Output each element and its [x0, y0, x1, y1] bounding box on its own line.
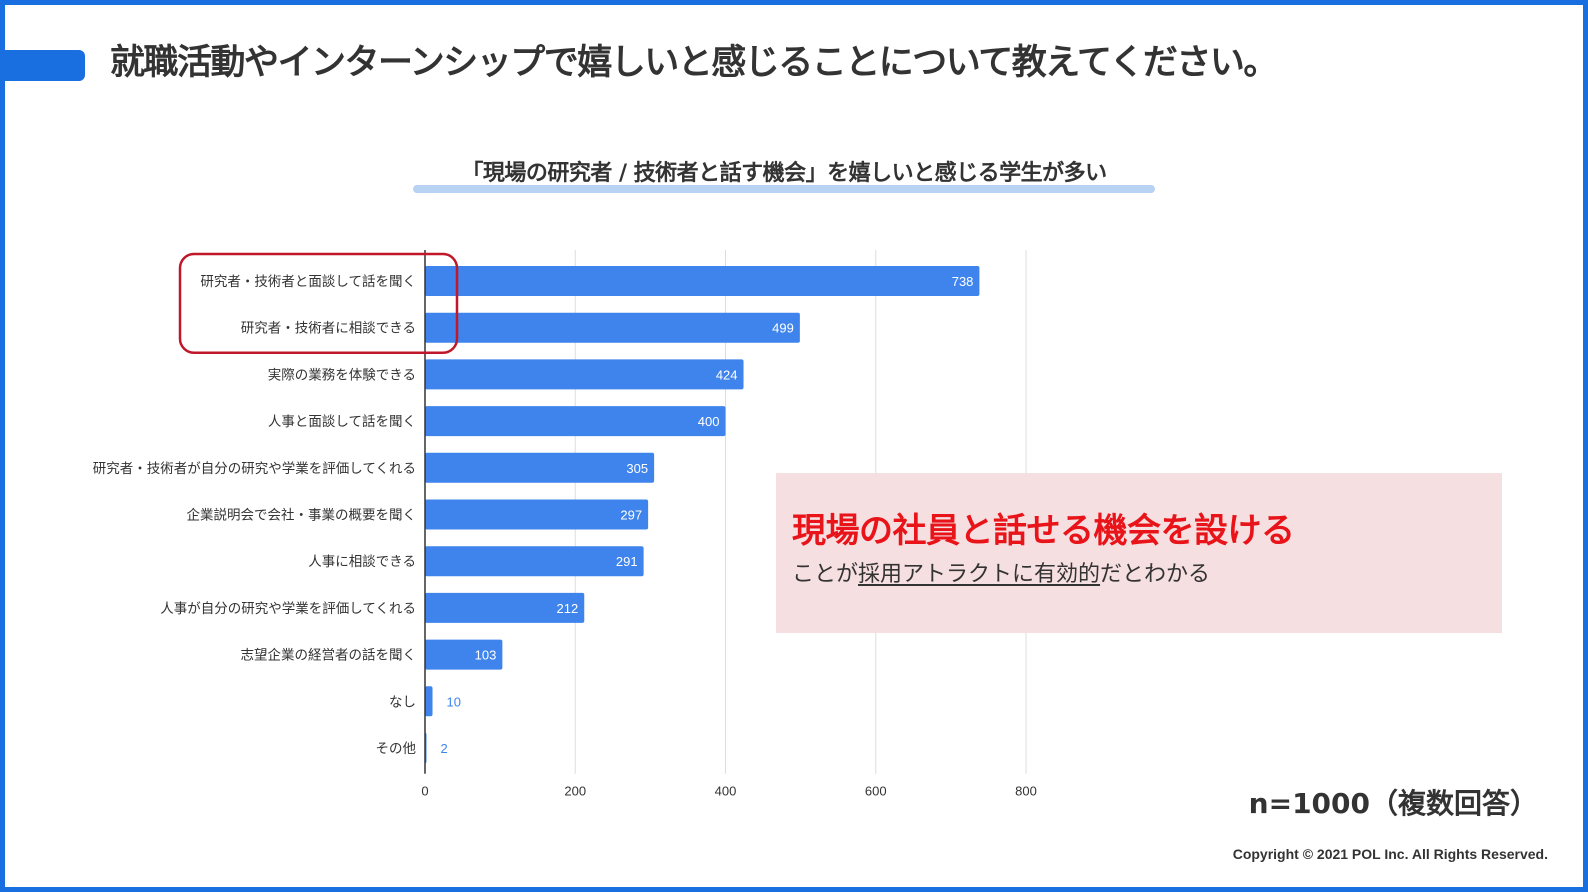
data-label: 738 — [952, 274, 974, 289]
callout-subtext: ことが採用アトラクトに有効的だとわかる — [792, 559, 1210, 591]
bar — [425, 639, 503, 670]
data-label: 212 — [557, 601, 579, 616]
bar — [425, 406, 726, 437]
x-tick-label: 0 — [421, 784, 428, 799]
x-tick-label: 400 — [715, 784, 737, 799]
category-label: その他 — [376, 741, 417, 757]
category-label: 企業説明会で会社・事業の概要を聞く — [187, 507, 417, 524]
bar — [425, 592, 585, 623]
data-label: 103 — [475, 648, 497, 663]
data-label: 424 — [716, 367, 738, 382]
callout-sub-prefix: ことが — [792, 562, 859, 587]
bar — [425, 686, 433, 717]
category-label: 人事に相談できる — [308, 554, 416, 570]
bar — [425, 546, 644, 577]
data-label: 499 — [772, 321, 794, 336]
data-label: 291 — [616, 554, 638, 569]
highlight-box — [178, 252, 459, 354]
category-label: 志望企業の経営者の話を聞く — [241, 647, 417, 664]
chart-title: 「現場の研究者 / 技術者と話す機会」を嬉しいと感じる学生が多い — [461, 161, 1107, 186]
chart-title-underline — [413, 185, 1155, 193]
x-tick-label: 800 — [1015, 784, 1037, 799]
bar — [425, 266, 980, 296]
bar — [425, 452, 655, 483]
data-label: 10 — [447, 694, 461, 709]
category-label: 人事と面談して話を聞く — [268, 413, 416, 430]
category-label: 研究者・技術者に相談できる — [241, 321, 416, 337]
category-label: なし — [389, 694, 416, 710]
category-label: 実際の業務を体験できる — [268, 367, 416, 383]
data-label: 400 — [698, 414, 720, 429]
data-label: 297 — [620, 508, 642, 523]
x-tick-label: 600 — [865, 784, 887, 799]
data-label: 2 — [441, 741, 448, 756]
bar — [425, 359, 744, 390]
callout-sub-underlined: 採用アトラクトに有効的 — [858, 562, 1101, 587]
bar — [425, 312, 800, 343]
title-accent-bar — [5, 50, 85, 81]
copyright: Copyright © 2021 POL Inc. All Rights Res… — [1232, 846, 1548, 862]
category-label: 研究者・技術者と面談して話を聞く — [200, 273, 416, 290]
sample-size-note: n=1000（複数回答） — [1248, 787, 1538, 820]
category-label: 研究者・技術者が自分の研究や学業を評価してくれる — [93, 461, 416, 477]
callout-sub-suffix: だとわかる — [1100, 562, 1211, 587]
x-tick-label: 200 — [564, 784, 586, 799]
callout-headline: 現場の社員と話せる機会を設ける — [792, 511, 1295, 551]
data-label: 305 — [626, 461, 648, 476]
category-label: 人事が自分の研究や学業を評価してくれる — [160, 601, 416, 617]
page-title: 就職活動やインターンシップで嬉しいと感じることについて教えてください。 — [110, 43, 1278, 83]
bar — [425, 499, 649, 530]
callout-box: 現場の社員と話せる機会を設ける ことが採用アトラクトに有効的だとわかる — [776, 473, 1502, 633]
